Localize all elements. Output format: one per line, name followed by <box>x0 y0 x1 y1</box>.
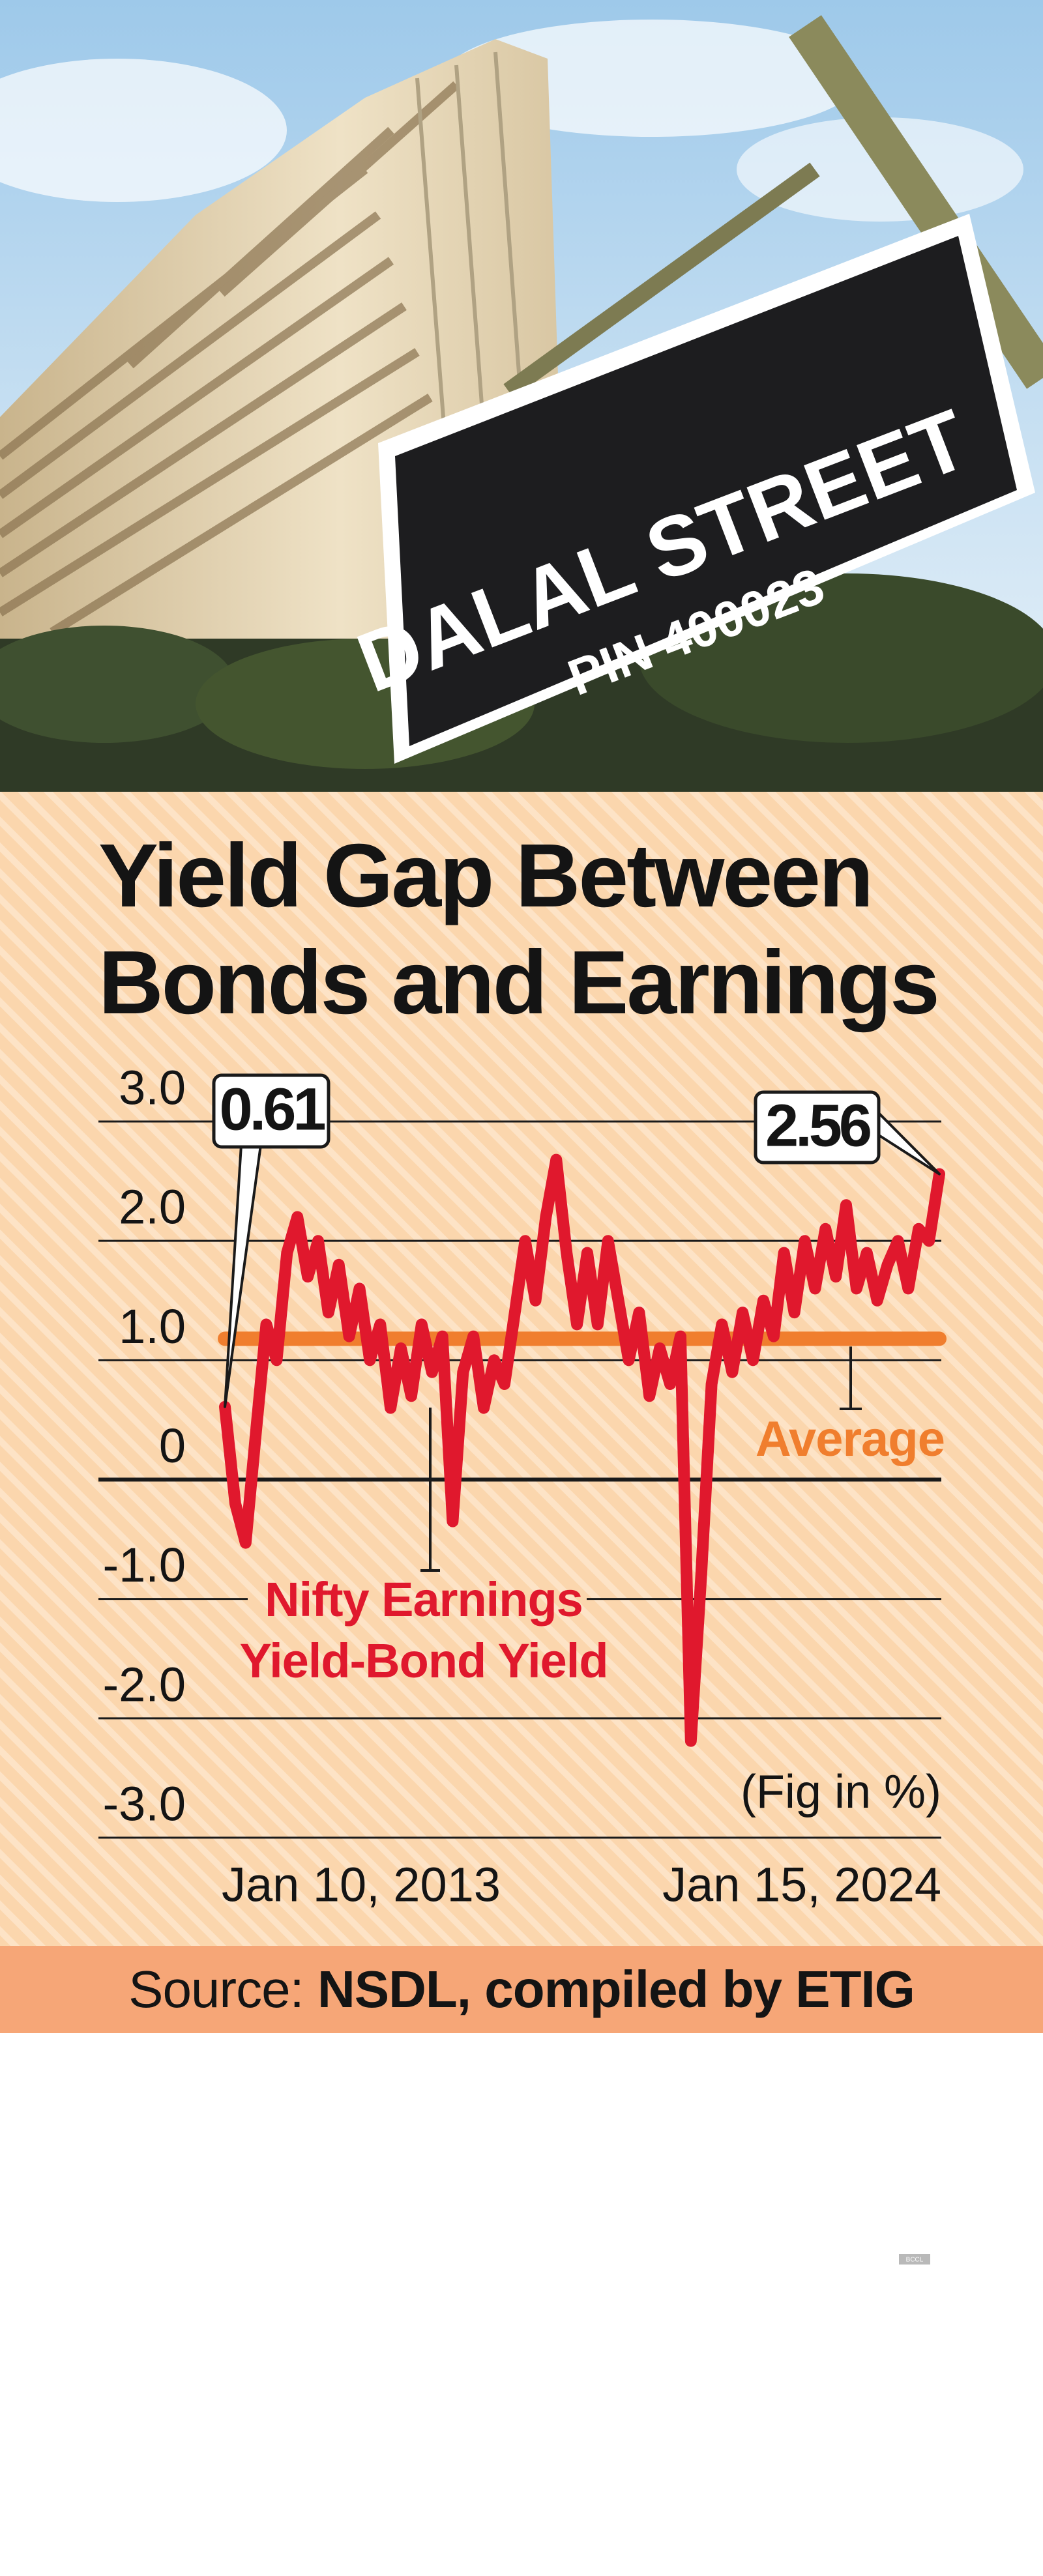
data-label: 2.56 <box>765 1092 870 1159</box>
plot: 3.0 2.0 1.0 0 -1.0 -2.0 -3.0 Average 0.61 2.56 Jan… <box>102 1061 947 1912</box>
tree <box>0 626 235 743</box>
sign <box>395 236 1017 746</box>
sign-pole <box>789 15 1043 389</box>
source: Source: NSDL, compiled by ETIG <box>0 1946 1043 2033</box>
series-line <box>219 1153 945 1747</box>
source-band <box>0 1946 1043 2033</box>
unit-note: (Fig in %) <box>741 1766 941 1818</box>
building-floors <box>0 81 460 636</box>
series-label: Nifty Earnings Yield-Bond Yield <box>239 1572 608 1688</box>
chart-background <box>0 792 1043 1946</box>
source-label: Source: <box>128 1960 304 2018</box>
y-tick-label: 3.0 <box>119 1061 186 1115</box>
y-tick-label: -2.0 <box>102 1657 186 1711</box>
callout-box <box>212 1073 331 1149</box>
x-tick-label: Jan 10, 2013 <box>222 1858 501 1912</box>
photo: DALAL STREET PIN 400023 <box>0 0 1043 792</box>
y-tick-label: 0 <box>159 1419 186 1473</box>
watermark-box <box>899 2254 930 2265</box>
source-text: NSDL, compiled by ETIG <box>317 1960 915 2018</box>
y-tick-label: 1.0 <box>119 1299 186 1353</box>
average-label: Average <box>756 1411 945 1467</box>
watermark: BCCL <box>906 2257 924 2264</box>
chart-title: Yield Gap Between Bonds and Earnings <box>98 826 940 1033</box>
y-tick-label: -3.0 <box>102 1777 186 1831</box>
callout-box <box>754 1090 881 1165</box>
sign-pole <box>503 162 820 398</box>
x-tick-label: Jan 15, 2024 <box>662 1858 941 1912</box>
data-label: 0.61 <box>219 1076 325 1142</box>
y-tick-label: 2.0 <box>119 1180 186 1234</box>
cloud <box>0 59 287 202</box>
label-backdrop <box>248 1567 587 1691</box>
y-tick-label: -1.0 <box>102 1538 186 1592</box>
